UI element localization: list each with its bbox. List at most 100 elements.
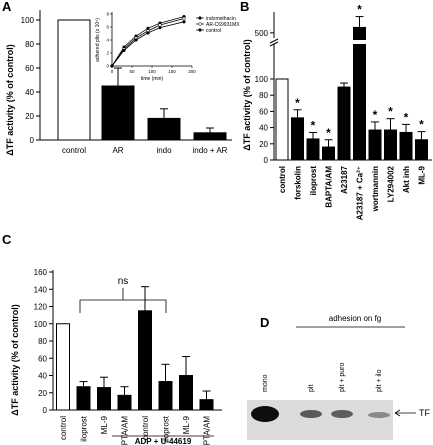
c-ytick-label: 0 xyxy=(43,406,48,415)
c-ytick-label: 40 xyxy=(38,372,47,381)
a-category-label: control xyxy=(62,146,86,155)
inset-legend-marker xyxy=(198,16,202,20)
inset-lines xyxy=(110,14,186,68)
c-category-label: ML-9 xyxy=(100,415,109,434)
panel-a-bars xyxy=(57,19,227,141)
c-bar-7 xyxy=(199,399,214,411)
c-bar-5 xyxy=(158,381,173,411)
c-category-label: BAPTA/AM xyxy=(203,416,212,445)
panel-a: A ΔTF activity (% of control) 0204060801… xyxy=(2,0,240,156)
panel-c-ns-bracket: ns xyxy=(79,276,167,313)
inset-point xyxy=(182,20,186,24)
c-ytick-label: 160 xyxy=(34,268,48,277)
b-ytick-label: 60 xyxy=(259,107,268,116)
panel-d-letter: D xyxy=(260,315,269,330)
b-ytick-label: 0 xyxy=(264,156,269,165)
a-ytick-label: 60 xyxy=(25,64,34,73)
a-category-label: indo + AR xyxy=(193,146,228,155)
a-bar-AR xyxy=(101,85,135,141)
d-lane-label: plt + puro xyxy=(339,363,346,392)
b-bar-6 xyxy=(368,129,382,161)
b-significance-star: * xyxy=(295,96,300,110)
b-category-label: Akt inh xyxy=(402,166,411,193)
b-category-label: control xyxy=(278,166,287,193)
a-ytick-label: 20 xyxy=(25,112,34,121)
panel-c-xlabels: control iloprost ML-9 BAPTA/AM control ilopro… xyxy=(59,415,212,445)
c-ytick-label: 120 xyxy=(34,303,48,312)
a-ytick-label: 80 xyxy=(25,40,34,49)
c-category-label: iloprost xyxy=(80,415,89,442)
inset-series-0 xyxy=(111,16,185,67)
c-ytick-label: 140 xyxy=(34,285,48,294)
b-bar-1 xyxy=(291,117,304,161)
inset-legend-label: AR-C69931MX xyxy=(206,22,240,28)
panel-b-axis-break xyxy=(269,38,279,47)
a-category-label: AR xyxy=(112,146,123,155)
b-ytick-label: 100 xyxy=(255,75,269,84)
panel-b-ylabel: ΔTF activity (% of control) xyxy=(242,39,252,150)
inset-point xyxy=(158,26,162,30)
b-ytick-label: 80 xyxy=(259,91,268,100)
c-bar-3 xyxy=(117,394,132,411)
c-category-label: BAPTA/AM xyxy=(121,416,130,445)
inset-series-2 xyxy=(111,21,185,67)
a-bar-indo-AR xyxy=(193,132,227,141)
c-ytick-label: 20 xyxy=(38,389,47,398)
b-bar-9 xyxy=(415,139,428,161)
inset-point xyxy=(182,16,186,21)
panel-a-letter: A xyxy=(2,0,12,14)
b-category-label: LY294002 xyxy=(387,165,396,202)
c-bar-2 xyxy=(97,387,111,411)
panel-d-lane-labels: mono plt plt + puro plt + ilo xyxy=(262,363,383,392)
b-significance-star: * xyxy=(311,118,316,132)
a-ytick-label: 40 xyxy=(25,88,34,97)
band-plt-puro xyxy=(331,410,353,418)
c-category-label: control xyxy=(141,416,150,440)
b-significance-star: * xyxy=(388,105,393,119)
inset-point xyxy=(134,38,138,42)
panel-b-xlabels: control forskolin iloprost BAPTA/AM A23187 A2… xyxy=(278,165,427,220)
panel-a-yticks: 0 20 40 60 80 100 xyxy=(21,16,40,145)
b-bar-4 xyxy=(337,86,351,161)
inset-legend-label: control xyxy=(206,28,221,34)
c-category-label: control xyxy=(59,416,68,440)
panel-b: B ΔTF activity (% of control) 0 20 40 60 80 1… xyxy=(240,0,432,220)
b-bar-5 xyxy=(353,26,366,161)
panel-a-ylabel: ΔTF activity (% of control) xyxy=(5,44,15,155)
tf-arrow-head xyxy=(394,409,401,417)
inset-ticks: 0 50 100 150 200 0 2 4 6 8 xyxy=(106,12,196,75)
c-category-label: ML-9 xyxy=(182,415,191,434)
panel-b-letter: B xyxy=(240,0,249,14)
inset-legend-marker xyxy=(198,22,202,26)
b-bar-7 xyxy=(384,129,397,161)
b-bar-2 xyxy=(306,138,320,161)
b-significance-star: * xyxy=(326,126,331,140)
panel-c-group-label: ADP + U-44619 xyxy=(135,437,192,445)
inset-xtick-label: 200 xyxy=(188,69,196,74)
panel-d-header: adhesion on fg xyxy=(329,314,382,323)
c-bar-1 xyxy=(76,386,91,411)
inset-ytick-label: 2 xyxy=(106,51,109,56)
inset-ytick-label: 0 xyxy=(106,64,109,69)
panel-c-bars xyxy=(56,286,214,411)
panel-d: D adhesion on fg mono plt plt + puro plt + … xyxy=(247,314,430,440)
a-category-label: indo xyxy=(156,146,172,155)
b-bar-break xyxy=(352,40,367,44)
b-category-label: BAPTA/AM xyxy=(325,166,334,208)
a-bar-indo xyxy=(147,117,181,141)
band-plt-ilo xyxy=(368,412,390,418)
b-category-label: A23187 xyxy=(340,165,349,194)
c-category-label: iloprost xyxy=(162,415,171,442)
inset-point xyxy=(110,64,114,68)
b-significance-star: * xyxy=(357,3,362,17)
d-lane-label: mono xyxy=(262,374,269,392)
inset-xlabel: time (min) xyxy=(141,76,164,82)
inset-ytick-label: 6 xyxy=(106,25,109,30)
b-bar-3 xyxy=(322,146,335,161)
b-ytick-label: 40 xyxy=(259,124,268,133)
panel-c-ylabel: ΔTF activity (% of control) xyxy=(10,304,20,415)
a-ytick-label: 0 xyxy=(30,136,35,145)
panel-b-bars: * * * * * * * * xyxy=(275,3,428,161)
b-category-label: forskolin xyxy=(294,166,303,200)
